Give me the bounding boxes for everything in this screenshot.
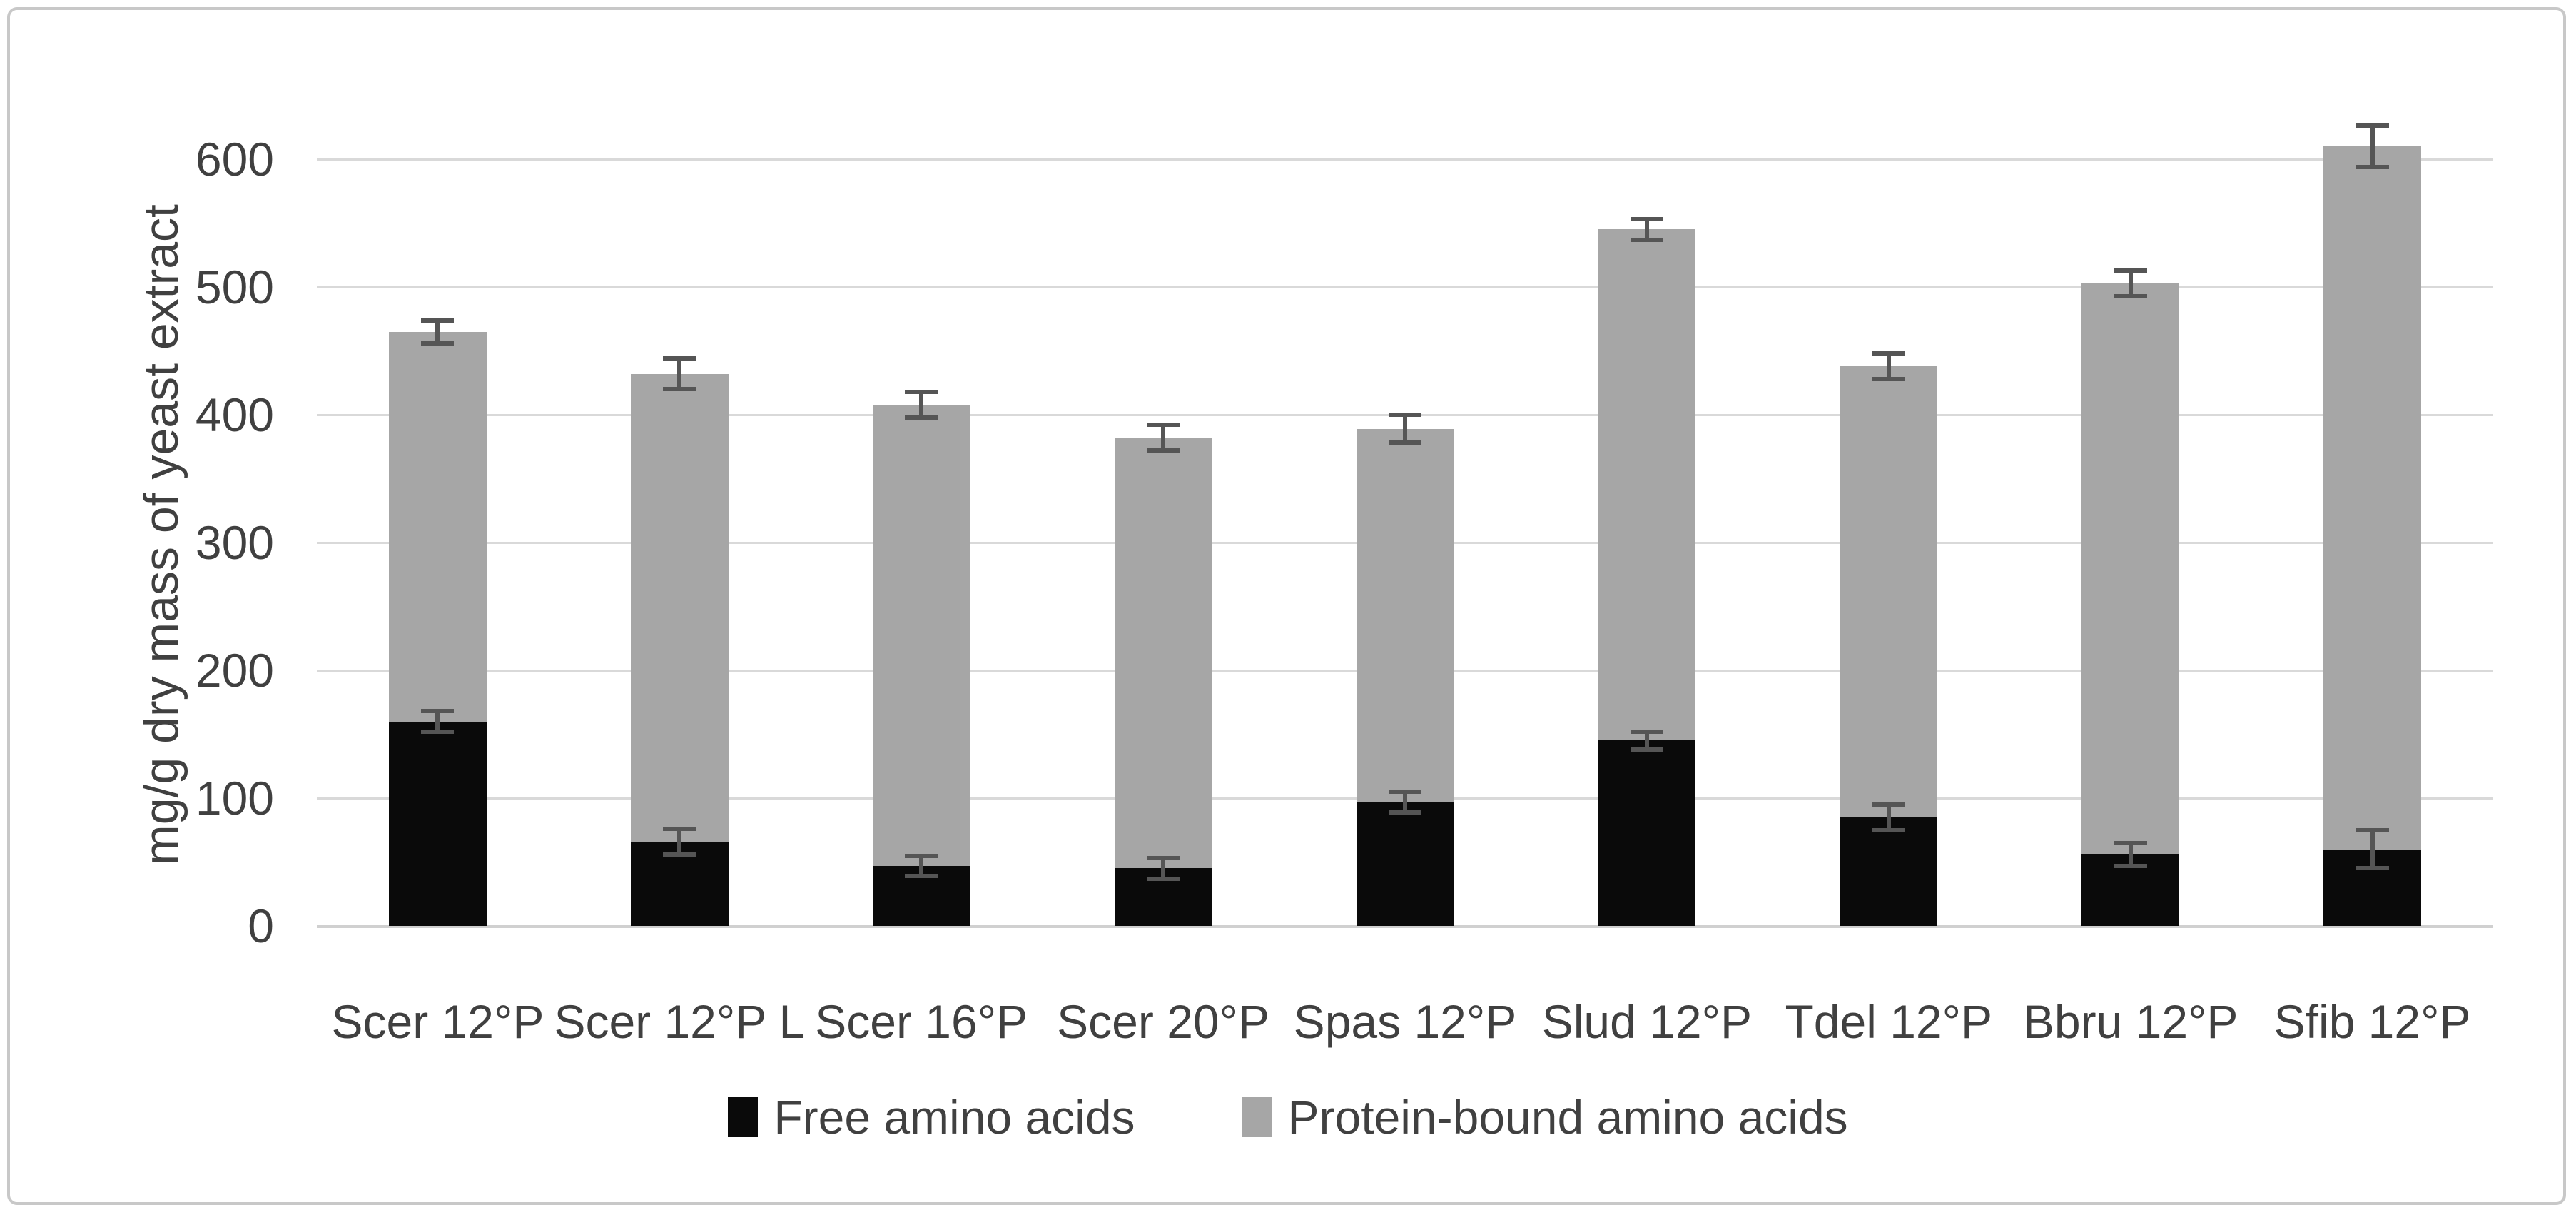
x-axis-label: Tdel 12°P xyxy=(1785,995,1993,1048)
error-bar-cap-top xyxy=(1147,423,1180,428)
y-tick-label-100: 100 xyxy=(195,772,274,825)
error-bar-stem xyxy=(677,358,682,390)
bar-segment-free xyxy=(388,721,487,926)
legend-label: Protein-bound amino acids xyxy=(1287,1091,1848,1144)
error-bar-cap-bottom xyxy=(663,852,696,857)
error-bar-cap-top xyxy=(2114,840,2147,845)
gridline-0 xyxy=(317,925,2493,928)
error-bar-cap-top xyxy=(2356,123,2389,128)
x-axis-label: Scer 20°P xyxy=(1057,995,1270,1048)
bar-segment-bound xyxy=(2323,146,2422,850)
error-bar-cap-bottom xyxy=(1389,440,1421,445)
error-bar-cap-top xyxy=(905,853,938,858)
error-bar-cap-top xyxy=(1630,729,1663,734)
legend-swatch-icon xyxy=(728,1097,759,1137)
y-tick-label-300: 300 xyxy=(195,516,274,569)
error-bar-cap-top xyxy=(421,318,455,323)
gridline-500 xyxy=(317,286,2493,288)
error-bar-cap-bottom xyxy=(1389,810,1421,815)
error-bar-cap-bottom xyxy=(1630,237,1663,242)
error-bar-stem xyxy=(677,828,682,854)
error-bar-stem xyxy=(1161,858,1166,879)
error-bar-stem xyxy=(1644,731,1649,750)
y-tick-label-0: 0 xyxy=(248,899,274,952)
error-bar-stem xyxy=(1886,353,1891,379)
error-bar-cap-top xyxy=(1872,351,1905,356)
x-axis-label: Spas 12°P xyxy=(1293,995,1517,1048)
error-bar-cap-top xyxy=(1147,856,1180,861)
error-bar-cap-top xyxy=(421,709,455,714)
x-axis-label: Scer 12°P xyxy=(331,995,544,1048)
error-bar-cap-top xyxy=(905,389,938,394)
error-bar-stem xyxy=(2370,126,2375,167)
error-bar-cap-bottom xyxy=(663,387,696,392)
bar-segment-bound xyxy=(2081,283,2180,854)
error-bar-cap-bottom xyxy=(1147,448,1180,453)
bar-segment-free xyxy=(1840,817,1938,926)
error-bar-cap-top xyxy=(663,356,696,361)
error-bar-cap-bottom xyxy=(1630,747,1663,752)
error-bar-cap-top xyxy=(2114,268,2147,273)
error-bar-cap-bottom xyxy=(2114,863,2147,868)
x-axis-label: Sfib 12°P xyxy=(2273,995,2471,1048)
error-bar-cap-bottom xyxy=(2114,293,2147,298)
bar-segment-bound xyxy=(872,404,970,866)
gridline-600 xyxy=(317,158,2493,161)
error-bar-stem xyxy=(1403,792,1407,812)
x-axis-label: Scer 12°P L xyxy=(554,995,806,1048)
error-bar-cap-top xyxy=(1630,217,1663,222)
bar-segment-bound xyxy=(1840,365,1938,817)
error-bar-stem xyxy=(1403,415,1407,443)
error-bar-stem xyxy=(2128,842,2133,866)
plot-area: mg/g dry mass of yeast extract Free amin… xyxy=(10,10,2566,1202)
bar-segment-free xyxy=(1356,802,1454,926)
y-tick-label-400: 400 xyxy=(195,388,274,441)
bar-segment-bound xyxy=(1114,438,1212,869)
error-bar-cap-top xyxy=(1389,413,1421,417)
error-bar-cap-top xyxy=(1872,802,1905,807)
error-bar-cap-bottom xyxy=(905,415,938,420)
error-bar-cap-bottom xyxy=(421,729,455,734)
error-bar-cap-bottom xyxy=(1872,827,1905,832)
error-bar-cap-top xyxy=(1389,790,1421,795)
legend-swatch-icon xyxy=(1242,1097,1272,1137)
error-bar-cap-bottom xyxy=(2356,866,2389,871)
error-bar-stem xyxy=(1644,219,1649,240)
legend: Free amino acids Protein-bound amino acid… xyxy=(10,1085,2566,1149)
bar-segment-bound xyxy=(1598,229,1696,741)
x-axis-label: Slud 12°P xyxy=(1541,995,1752,1048)
error-bar-stem xyxy=(1161,425,1166,451)
x-axis-label: Bbru 12°P xyxy=(2022,995,2238,1048)
bar-segment-bound xyxy=(1356,428,1454,802)
error-bar-cap-bottom xyxy=(1147,876,1180,881)
chart-figure: mg/g dry mass of yeast extract Free amin… xyxy=(7,7,2566,1205)
error-bar-stem xyxy=(1886,804,1891,830)
error-bar-stem xyxy=(435,320,440,343)
error-bar-cap-bottom xyxy=(421,341,455,346)
error-bar-cap-top xyxy=(2356,827,2389,832)
y-tick-label-500: 500 xyxy=(195,261,274,313)
error-bar-stem xyxy=(2370,830,2375,869)
error-bar-cap-bottom xyxy=(905,874,938,879)
bar-segment-bound xyxy=(388,331,487,722)
legend-item: Protein-bound amino acids xyxy=(1242,1090,1848,1144)
legend-label: Free amino acids xyxy=(774,1091,1135,1144)
error-bar-stem xyxy=(435,711,440,732)
bar-segment-bound xyxy=(630,373,729,842)
y-tick-label-600: 600 xyxy=(195,133,274,186)
error-bar-stem xyxy=(919,855,924,877)
x-axis-label: Scer 16°P xyxy=(815,995,1028,1048)
error-bar-cap-top xyxy=(663,826,696,831)
error-bar-stem xyxy=(919,391,924,418)
error-bar-stem xyxy=(2128,270,2133,296)
legend-item: Free amino acids xyxy=(728,1090,1135,1144)
y-tick-label-200: 200 xyxy=(195,644,274,697)
bar-segment-free xyxy=(1598,740,1696,926)
error-bar-cap-bottom xyxy=(2356,164,2389,169)
error-bar-cap-bottom xyxy=(1872,376,1905,381)
